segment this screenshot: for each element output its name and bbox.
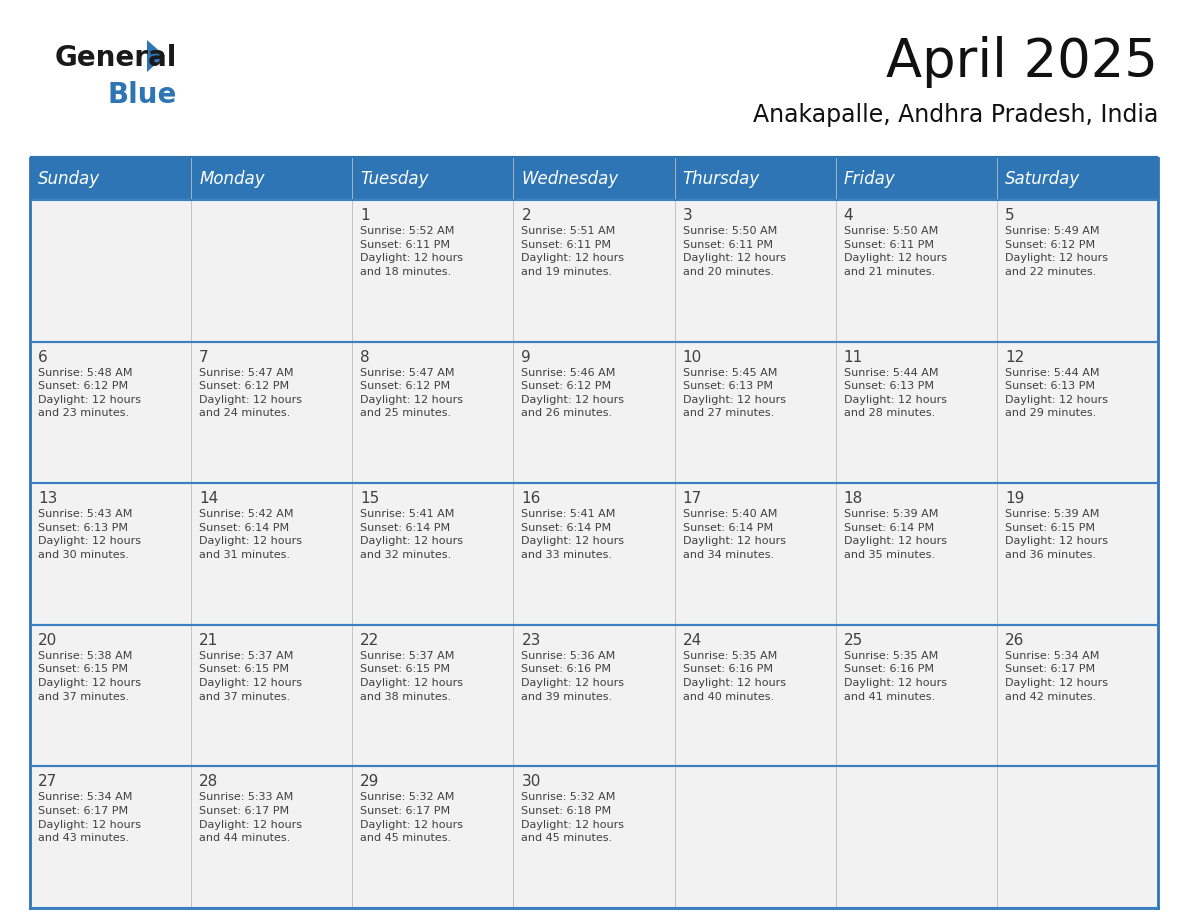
Text: 10: 10	[683, 350, 702, 364]
Text: 6: 6	[38, 350, 48, 364]
Text: Tuesday: Tuesday	[360, 170, 429, 188]
Polygon shape	[147, 40, 165, 72]
Text: 15: 15	[360, 491, 379, 506]
Bar	[30, 341, 1158, 483]
Bar	[191, 158, 353, 200]
Text: Sunrise: 5:44 AM
Sunset: 6:13 PM
Daylight: 12 hours
and 29 minutes.: Sunrise: 5:44 AM Sunset: 6:13 PM Dayligh…	[1005, 367, 1108, 419]
Text: 21: 21	[200, 633, 219, 648]
Text: 2: 2	[522, 208, 531, 223]
Text: Thursday: Thursday	[683, 170, 760, 188]
Text: 9: 9	[522, 350, 531, 364]
Bar	[30, 158, 191, 200]
Text: 5: 5	[1005, 208, 1015, 223]
Bar	[30, 483, 1158, 625]
Text: Sunrise: 5:41 AM
Sunset: 6:14 PM
Daylight: 12 hours
and 32 minutes.: Sunrise: 5:41 AM Sunset: 6:14 PM Dayligh…	[360, 509, 463, 560]
Text: General: General	[55, 44, 177, 72]
Text: 23: 23	[522, 633, 541, 648]
Text: Sunrise: 5:51 AM
Sunset: 6:11 PM
Daylight: 12 hours
and 19 minutes.: Sunrise: 5:51 AM Sunset: 6:11 PM Dayligh…	[522, 226, 625, 277]
Text: Sunrise: 5:37 AM
Sunset: 6:15 PM
Daylight: 12 hours
and 37 minutes.: Sunrise: 5:37 AM Sunset: 6:15 PM Dayligh…	[200, 651, 302, 701]
Text: Anakapalle, Andhra Pradesh, India: Anakapalle, Andhra Pradesh, India	[753, 103, 1158, 127]
Bar	[675, 158, 835, 200]
Text: Sunrise: 5:34 AM
Sunset: 6:17 PM
Daylight: 12 hours
and 42 minutes.: Sunrise: 5:34 AM Sunset: 6:17 PM Dayligh…	[1005, 651, 1108, 701]
Text: Sunrise: 5:42 AM
Sunset: 6:14 PM
Daylight: 12 hours
and 31 minutes.: Sunrise: 5:42 AM Sunset: 6:14 PM Dayligh…	[200, 509, 302, 560]
Text: Sunrise: 5:43 AM
Sunset: 6:13 PM
Daylight: 12 hours
and 30 minutes.: Sunrise: 5:43 AM Sunset: 6:13 PM Dayligh…	[38, 509, 141, 560]
Text: Sunrise: 5:38 AM
Sunset: 6:15 PM
Daylight: 12 hours
and 37 minutes.: Sunrise: 5:38 AM Sunset: 6:15 PM Dayligh…	[38, 651, 141, 701]
Text: Sunrise: 5:32 AM
Sunset: 6:18 PM
Daylight: 12 hours
and 45 minutes.: Sunrise: 5:32 AM Sunset: 6:18 PM Dayligh…	[522, 792, 625, 844]
Text: Wednesday: Wednesday	[522, 170, 619, 188]
Text: Sunrise: 5:50 AM
Sunset: 6:11 PM
Daylight: 12 hours
and 21 minutes.: Sunrise: 5:50 AM Sunset: 6:11 PM Dayligh…	[843, 226, 947, 277]
Text: Sunrise: 5:45 AM
Sunset: 6:13 PM
Daylight: 12 hours
and 27 minutes.: Sunrise: 5:45 AM Sunset: 6:13 PM Dayligh…	[683, 367, 785, 419]
Text: 17: 17	[683, 491, 702, 506]
Text: 12: 12	[1005, 350, 1024, 364]
Text: Sunrise: 5:46 AM
Sunset: 6:12 PM
Daylight: 12 hours
and 26 minutes.: Sunrise: 5:46 AM Sunset: 6:12 PM Dayligh…	[522, 367, 625, 419]
Text: Sunrise: 5:39 AM
Sunset: 6:15 PM
Daylight: 12 hours
and 36 minutes.: Sunrise: 5:39 AM Sunset: 6:15 PM Dayligh…	[1005, 509, 1108, 560]
Text: Sunrise: 5:35 AM
Sunset: 6:16 PM
Daylight: 12 hours
and 40 minutes.: Sunrise: 5:35 AM Sunset: 6:16 PM Dayligh…	[683, 651, 785, 701]
Text: 13: 13	[38, 491, 57, 506]
Text: Blue: Blue	[107, 81, 176, 109]
Text: 11: 11	[843, 350, 862, 364]
Bar	[30, 767, 1158, 908]
Text: Saturday: Saturday	[1005, 170, 1080, 188]
Text: 27: 27	[38, 775, 57, 789]
Text: April 2025: April 2025	[886, 36, 1158, 88]
Text: 28: 28	[200, 775, 219, 789]
Text: 24: 24	[683, 633, 702, 648]
Text: Sunrise: 5:35 AM
Sunset: 6:16 PM
Daylight: 12 hours
and 41 minutes.: Sunrise: 5:35 AM Sunset: 6:16 PM Dayligh…	[843, 651, 947, 701]
Text: 25: 25	[843, 633, 862, 648]
Text: Sunrise: 5:48 AM
Sunset: 6:12 PM
Daylight: 12 hours
and 23 minutes.: Sunrise: 5:48 AM Sunset: 6:12 PM Dayligh…	[38, 367, 141, 419]
Text: Sunrise: 5:33 AM
Sunset: 6:17 PM
Daylight: 12 hours
and 44 minutes.: Sunrise: 5:33 AM Sunset: 6:17 PM Dayligh…	[200, 792, 302, 844]
Text: Sunrise: 5:44 AM
Sunset: 6:13 PM
Daylight: 12 hours
and 28 minutes.: Sunrise: 5:44 AM Sunset: 6:13 PM Dayligh…	[843, 367, 947, 419]
Bar	[513, 158, 675, 200]
Bar	[353, 158, 513, 200]
Bar	[30, 200, 1158, 341]
Text: Friday: Friday	[843, 170, 896, 188]
Text: Sunrise: 5:41 AM
Sunset: 6:14 PM
Daylight: 12 hours
and 33 minutes.: Sunrise: 5:41 AM Sunset: 6:14 PM Dayligh…	[522, 509, 625, 560]
Text: Sunrise: 5:47 AM
Sunset: 6:12 PM
Daylight: 12 hours
and 24 minutes.: Sunrise: 5:47 AM Sunset: 6:12 PM Dayligh…	[200, 367, 302, 419]
Text: Sunrise: 5:39 AM
Sunset: 6:14 PM
Daylight: 12 hours
and 35 minutes.: Sunrise: 5:39 AM Sunset: 6:14 PM Dayligh…	[843, 509, 947, 560]
Text: Monday: Monday	[200, 170, 265, 188]
Text: 30: 30	[522, 775, 541, 789]
Text: Sunrise: 5:52 AM
Sunset: 6:11 PM
Daylight: 12 hours
and 18 minutes.: Sunrise: 5:52 AM Sunset: 6:11 PM Dayligh…	[360, 226, 463, 277]
Text: Sunrise: 5:40 AM
Sunset: 6:14 PM
Daylight: 12 hours
and 34 minutes.: Sunrise: 5:40 AM Sunset: 6:14 PM Dayligh…	[683, 509, 785, 560]
Text: Sunday: Sunday	[38, 170, 100, 188]
Text: 18: 18	[843, 491, 862, 506]
Text: Sunrise: 5:36 AM
Sunset: 6:16 PM
Daylight: 12 hours
and 39 minutes.: Sunrise: 5:36 AM Sunset: 6:16 PM Dayligh…	[522, 651, 625, 701]
Text: 26: 26	[1005, 633, 1024, 648]
Text: 16: 16	[522, 491, 541, 506]
Text: 7: 7	[200, 350, 209, 364]
Text: Sunrise: 5:47 AM
Sunset: 6:12 PM
Daylight: 12 hours
and 25 minutes.: Sunrise: 5:47 AM Sunset: 6:12 PM Dayligh…	[360, 367, 463, 419]
Text: Sunrise: 5:34 AM
Sunset: 6:17 PM
Daylight: 12 hours
and 43 minutes.: Sunrise: 5:34 AM Sunset: 6:17 PM Dayligh…	[38, 792, 141, 844]
Bar	[997, 158, 1158, 200]
Text: 29: 29	[360, 775, 380, 789]
Text: 4: 4	[843, 208, 853, 223]
Text: Sunrise: 5:37 AM
Sunset: 6:15 PM
Daylight: 12 hours
and 38 minutes.: Sunrise: 5:37 AM Sunset: 6:15 PM Dayligh…	[360, 651, 463, 701]
Text: 1: 1	[360, 208, 369, 223]
Text: 3: 3	[683, 208, 693, 223]
Bar	[835, 158, 997, 200]
Text: 19: 19	[1005, 491, 1024, 506]
Text: Sunrise: 5:32 AM
Sunset: 6:17 PM
Daylight: 12 hours
and 45 minutes.: Sunrise: 5:32 AM Sunset: 6:17 PM Dayligh…	[360, 792, 463, 844]
Text: 22: 22	[360, 633, 379, 648]
Text: 8: 8	[360, 350, 369, 364]
Text: 20: 20	[38, 633, 57, 648]
Bar	[30, 625, 1158, 767]
Text: Sunrise: 5:50 AM
Sunset: 6:11 PM
Daylight: 12 hours
and 20 minutes.: Sunrise: 5:50 AM Sunset: 6:11 PM Dayligh…	[683, 226, 785, 277]
Text: 14: 14	[200, 491, 219, 506]
Text: Sunrise: 5:49 AM
Sunset: 6:12 PM
Daylight: 12 hours
and 22 minutes.: Sunrise: 5:49 AM Sunset: 6:12 PM Dayligh…	[1005, 226, 1108, 277]
